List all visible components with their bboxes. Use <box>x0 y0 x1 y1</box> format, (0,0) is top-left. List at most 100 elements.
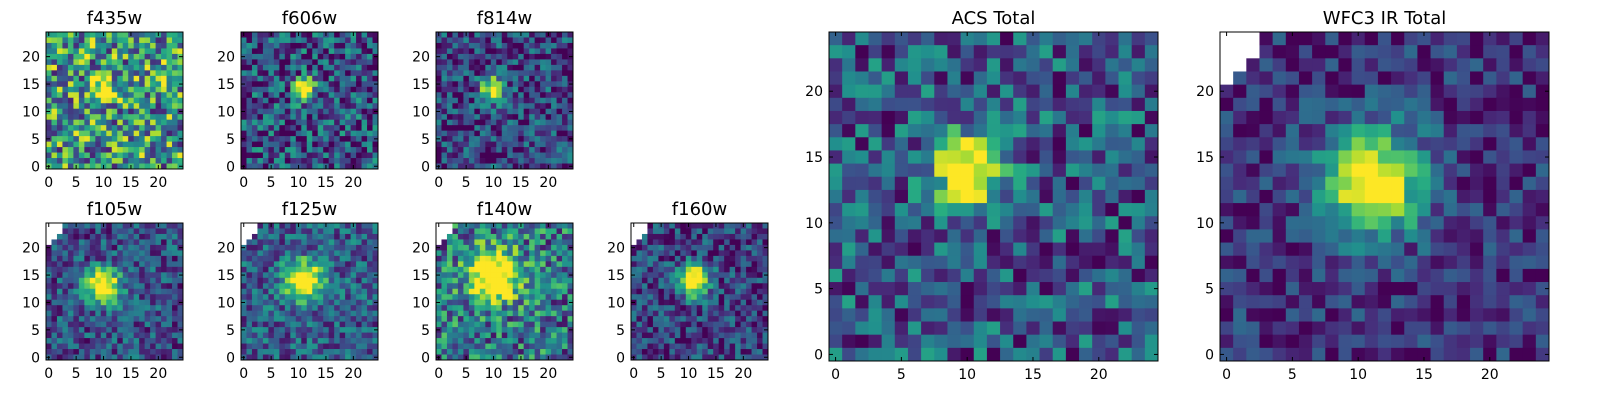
heatmap-cell <box>463 255 470 262</box>
heatmap-cell <box>696 277 703 284</box>
heatmap-cell <box>641 244 648 251</box>
heatmap-cell <box>674 310 681 317</box>
heatmap-cell <box>529 305 536 312</box>
heatmap-cell <box>290 119 297 126</box>
heatmap-cell <box>361 114 368 121</box>
heatmap-cell <box>372 250 379 257</box>
heatmap-cell <box>241 119 247 126</box>
heatmap-cell <box>122 37 129 44</box>
heatmap-cell <box>172 158 178 164</box>
heatmap-cell <box>523 42 530 49</box>
heatmap-cell <box>479 136 486 142</box>
heatmap-cell <box>551 70 557 77</box>
heatmap-cell <box>729 277 736 284</box>
heatmap-cell <box>567 305 574 312</box>
heatmap-cell <box>95 81 102 88</box>
heatmap-cell <box>345 48 351 55</box>
heatmap-cell <box>361 261 368 268</box>
heatmap-cell <box>51 332 58 339</box>
heatmap-cell <box>452 354 459 361</box>
heatmap-cell <box>89 97 96 104</box>
heatmap-cell <box>372 316 379 323</box>
heatmap-cell <box>947 110 961 125</box>
heatmap-cell <box>713 299 720 306</box>
heatmap-cell <box>868 242 883 257</box>
heatmap-cell <box>161 86 167 93</box>
heatmap-cell <box>246 354 253 361</box>
heatmap-cell <box>161 42 167 49</box>
heatmap-cell <box>67 343 74 350</box>
heatmap-cell <box>312 244 319 251</box>
heatmap-cell <box>51 53 58 60</box>
heatmap-cell <box>496 130 503 137</box>
heatmap-cell <box>317 332 324 339</box>
heatmap-cell <box>166 37 173 44</box>
heatmap-cell <box>468 321 475 328</box>
heatmap-cell <box>323 147 330 153</box>
heatmap-cell <box>567 114 574 121</box>
heatmap-cell <box>685 294 692 301</box>
heatmap-cell <box>534 244 541 251</box>
heatmap-cell <box>934 229 948 243</box>
heatmap-cell <box>545 136 552 142</box>
heatmap-cell <box>441 97 448 104</box>
heatmap-cell <box>56 64 63 71</box>
heatmap-cell <box>474 299 481 306</box>
heatmap-cell <box>702 343 709 350</box>
heatmap-cell <box>518 343 525 350</box>
heatmap-cell <box>751 250 758 257</box>
heatmap-cell <box>339 125 346 132</box>
heatmap-cell <box>133 272 140 279</box>
heatmap-cell <box>166 64 173 71</box>
heatmap-cell <box>652 332 659 339</box>
heatmap-cell <box>323 305 330 312</box>
heatmap-cell <box>724 299 731 306</box>
heatmap-cell <box>452 42 459 49</box>
heatmap-cell <box>339 64 346 71</box>
heatmap-cell <box>556 130 563 137</box>
heatmap-cell <box>306 266 313 273</box>
heatmap-cell <box>301 223 308 229</box>
heatmap-cell <box>246 136 253 142</box>
heatmap-cell <box>89 48 96 55</box>
heatmap-cell <box>89 130 96 137</box>
heatmap-cell <box>518 266 525 273</box>
heatmap-cell <box>62 53 69 60</box>
heatmap-cell <box>474 261 481 268</box>
heatmap-cell <box>496 147 503 153</box>
heatmap-cell <box>128 316 135 323</box>
heatmap-cell <box>155 152 162 159</box>
heatmap-cell <box>144 255 151 262</box>
heatmap-cell <box>106 316 113 323</box>
heatmap-cell <box>562 310 568 317</box>
heatmap-cell <box>540 299 546 306</box>
heatmap-cell <box>62 354 69 361</box>
heatmap-cell <box>128 59 135 66</box>
heatmap-cell <box>740 327 747 333</box>
heatmap-cell <box>139 37 146 44</box>
heatmap-cell <box>641 305 648 312</box>
heatmap-cell <box>829 163 843 178</box>
heatmap-cell <box>523 338 530 344</box>
heatmap-cell <box>894 32 909 46</box>
heatmap-cell <box>312 239 319 246</box>
heatmap-cell <box>84 81 91 88</box>
heatmap-cell <box>262 354 269 361</box>
heatmap-cell <box>117 316 124 323</box>
heatmap-cell <box>669 228 676 235</box>
heatmap-cell <box>345 86 351 93</box>
heatmap-cell <box>172 42 178 49</box>
heatmap-cell <box>702 233 709 240</box>
heatmap-cell <box>746 223 752 229</box>
heatmap-cell <box>663 277 670 284</box>
heatmap-cell <box>111 277 118 284</box>
heatmap-cell <box>84 266 91 273</box>
heatmap-cell <box>674 338 681 344</box>
heatmap-cell <box>652 294 659 301</box>
heatmap-cell <box>507 228 514 235</box>
heatmap-cell <box>740 299 747 306</box>
y-tick-label: 15 <box>22 77 40 93</box>
heatmap-cell <box>84 228 91 235</box>
heatmap-cell <box>1144 97 1159 112</box>
heatmap-cell <box>56 250 63 257</box>
